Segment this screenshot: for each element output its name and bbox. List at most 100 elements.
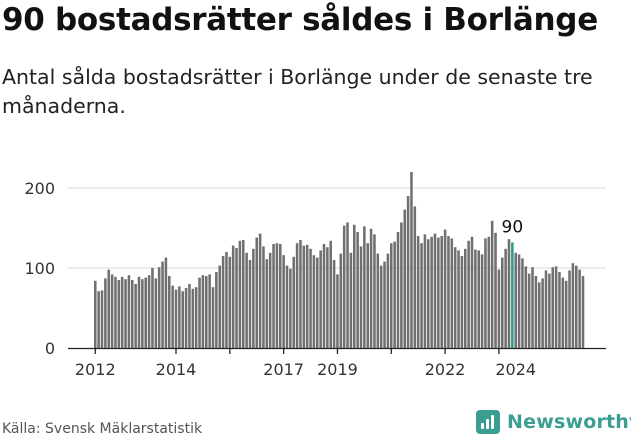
- bar: [574, 265, 578, 348]
- bar: [157, 267, 161, 348]
- bar: [319, 250, 322, 348]
- bar: [124, 279, 127, 348]
- bar: [359, 246, 363, 348]
- bar: [581, 276, 585, 348]
- bar: [356, 232, 359, 348]
- bar: [100, 290, 104, 348]
- x-tick-label: 2017: [263, 360, 304, 379]
- bar: [238, 240, 242, 348]
- bar: [450, 238, 454, 348]
- bar: [504, 248, 507, 348]
- bar: [430, 236, 433, 348]
- bar: [521, 258, 524, 348]
- bar: [278, 244, 282, 348]
- bar: [215, 272, 218, 348]
- bar: [410, 172, 413, 348]
- bar: [437, 237, 440, 348]
- bar-chart: 0 100 200 2012 2014 2017 2019 2022 2024 90: [24, 172, 606, 379]
- bar: [268, 252, 272, 348]
- bar: [507, 239, 511, 348]
- bar: [494, 232, 497, 348]
- bar: [151, 268, 154, 348]
- bar: [534, 276, 538, 348]
- bar: [463, 248, 467, 348]
- bar: [117, 280, 121, 348]
- bar: [171, 285, 174, 348]
- bar: [178, 286, 181, 348]
- chart-subtitle: Antal sålda bostadsrätter i Borlänge und…: [2, 65, 593, 118]
- bar: [275, 243, 279, 348]
- x-tick-label: 2012: [75, 360, 116, 379]
- bar: [302, 245, 306, 348]
- bar: [110, 274, 114, 348]
- bar: [194, 287, 198, 348]
- bar: [221, 256, 225, 348]
- bar: [299, 240, 302, 348]
- bar: [396, 232, 400, 348]
- bar: [393, 241, 396, 348]
- bar: [551, 267, 554, 348]
- source-text: Källa: Svensk Mäklarstatistik: [2, 421, 203, 437]
- bar: [400, 222, 403, 348]
- bar: [571, 263, 575, 348]
- bar: [130, 280, 134, 348]
- bar: [373, 234, 376, 348]
- bar: [423, 234, 427, 348]
- bar: [174, 289, 178, 348]
- bar: [94, 280, 97, 348]
- bar: [258, 233, 262, 348]
- bar: [339, 253, 343, 348]
- bar: [443, 229, 447, 348]
- bar: [191, 288, 195, 348]
- y-tick-label: 100: [24, 259, 55, 278]
- bar: [255, 237, 259, 348]
- bar: [457, 250, 460, 348]
- bar: [245, 252, 248, 348]
- bar: [413, 206, 417, 348]
- bar: [477, 250, 481, 348]
- y-tick-label: 200: [24, 179, 55, 198]
- bar: [467, 240, 470, 348]
- bar: [164, 257, 168, 348]
- bar: [322, 244, 326, 348]
- bar: [262, 246, 265, 348]
- bar: [497, 269, 501, 348]
- bar: [315, 257, 319, 348]
- bar: [426, 239, 430, 348]
- bar: [181, 291, 185, 348]
- bar: [218, 265, 222, 348]
- bar: [349, 252, 353, 348]
- bar-highlight: [511, 242, 514, 348]
- bar: [184, 288, 188, 348]
- bar: [561, 277, 565, 348]
- bar: [329, 240, 333, 348]
- bar: [198, 277, 201, 348]
- bar: [376, 253, 380, 348]
- bar: [487, 236, 491, 348]
- bar: [241, 240, 245, 348]
- bar: [406, 196, 410, 348]
- bar: [228, 256, 232, 348]
- x-tick-label: 2022: [425, 360, 466, 379]
- bar: [161, 261, 164, 348]
- bar: [265, 259, 269, 348]
- bar: [252, 248, 255, 348]
- bar: [369, 228, 373, 348]
- bar: [201, 275, 205, 348]
- bar: [282, 255, 285, 348]
- bar: [211, 287, 215, 348]
- bar: [285, 265, 289, 348]
- bar: [248, 260, 252, 348]
- bar: [154, 278, 158, 348]
- newsworthy-brand[interactable]: Newsworthy: [476, 408, 631, 436]
- x-tick-label: 2014: [156, 360, 197, 379]
- bar: [336, 274, 339, 348]
- bar: [403, 209, 407, 348]
- bar: [332, 260, 336, 348]
- bar: [231, 245, 235, 348]
- bar: [295, 243, 299, 348]
- bar: [188, 284, 191, 348]
- bar: [386, 253, 390, 348]
- bar: [137, 276, 141, 348]
- bar: [114, 276, 117, 348]
